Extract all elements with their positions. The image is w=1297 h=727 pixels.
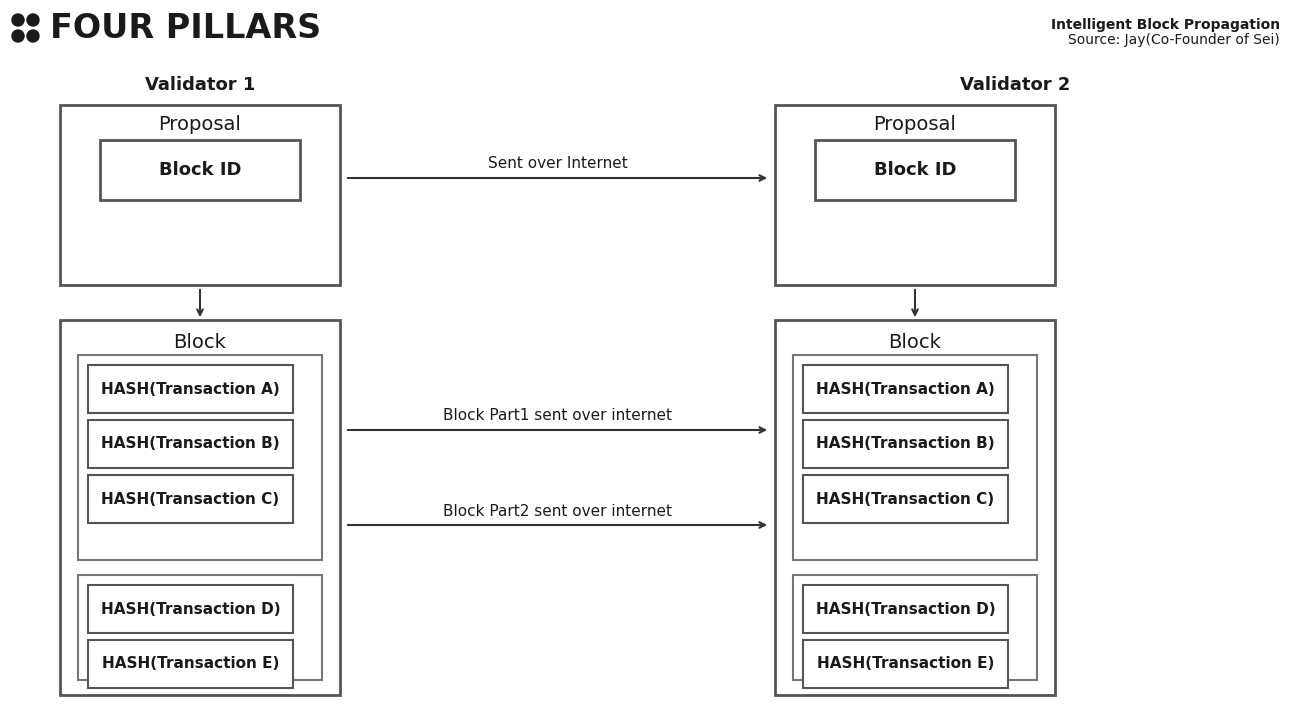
FancyBboxPatch shape <box>776 320 1054 695</box>
Text: HASH(Transaction A): HASH(Transaction A) <box>101 382 280 396</box>
Text: Source: Jay(Co-Founder of Sei): Source: Jay(Co-Founder of Sei) <box>1069 33 1280 47</box>
Text: Block Part1 sent over internet: Block Part1 sent over internet <box>444 409 672 424</box>
FancyBboxPatch shape <box>803 585 1008 633</box>
FancyBboxPatch shape <box>88 420 293 468</box>
Text: Validator 2: Validator 2 <box>960 76 1070 94</box>
FancyBboxPatch shape <box>100 140 300 200</box>
FancyBboxPatch shape <box>803 640 1008 688</box>
FancyBboxPatch shape <box>803 365 1008 413</box>
FancyBboxPatch shape <box>803 420 1008 468</box>
FancyBboxPatch shape <box>60 320 340 695</box>
FancyBboxPatch shape <box>803 475 1008 523</box>
Circle shape <box>27 30 39 42</box>
Text: HASH(Transaction E): HASH(Transaction E) <box>817 656 995 672</box>
Text: HASH(Transaction C): HASH(Transaction C) <box>816 491 995 507</box>
Text: Block ID: Block ID <box>158 161 241 179</box>
Text: HASH(Transaction E): HASH(Transaction E) <box>101 656 279 672</box>
Text: HASH(Transaction B): HASH(Transaction B) <box>101 436 280 451</box>
FancyBboxPatch shape <box>815 140 1016 200</box>
Text: HASH(Transaction B): HASH(Transaction B) <box>816 436 995 451</box>
FancyBboxPatch shape <box>792 355 1038 560</box>
FancyBboxPatch shape <box>78 355 322 560</box>
Text: HASH(Transaction D): HASH(Transaction D) <box>816 601 995 616</box>
Text: HASH(Transaction D): HASH(Transaction D) <box>101 601 280 616</box>
Text: HASH(Transaction A): HASH(Transaction A) <box>816 382 995 396</box>
Text: HASH(Transaction C): HASH(Transaction C) <box>101 491 280 507</box>
FancyBboxPatch shape <box>60 105 340 285</box>
Text: Proposal: Proposal <box>158 116 241 134</box>
Circle shape <box>12 14 25 26</box>
Text: Sent over Internet: Sent over Internet <box>488 156 628 172</box>
Text: FOUR PILLARS: FOUR PILLARS <box>51 12 322 44</box>
FancyBboxPatch shape <box>88 640 293 688</box>
FancyBboxPatch shape <box>88 365 293 413</box>
Circle shape <box>27 14 39 26</box>
Text: Block: Block <box>174 332 227 351</box>
FancyBboxPatch shape <box>776 105 1054 285</box>
Text: Intelligent Block Propagation: Intelligent Block Propagation <box>1051 18 1280 32</box>
FancyBboxPatch shape <box>792 575 1038 680</box>
Text: Block Part2 sent over internet: Block Part2 sent over internet <box>444 504 672 518</box>
Text: Block: Block <box>888 332 942 351</box>
FancyBboxPatch shape <box>88 475 293 523</box>
Text: Block ID: Block ID <box>874 161 956 179</box>
Circle shape <box>12 30 25 42</box>
FancyBboxPatch shape <box>78 575 322 680</box>
Text: Proposal: Proposal <box>874 116 956 134</box>
Text: Validator 1: Validator 1 <box>145 76 256 94</box>
FancyBboxPatch shape <box>88 585 293 633</box>
